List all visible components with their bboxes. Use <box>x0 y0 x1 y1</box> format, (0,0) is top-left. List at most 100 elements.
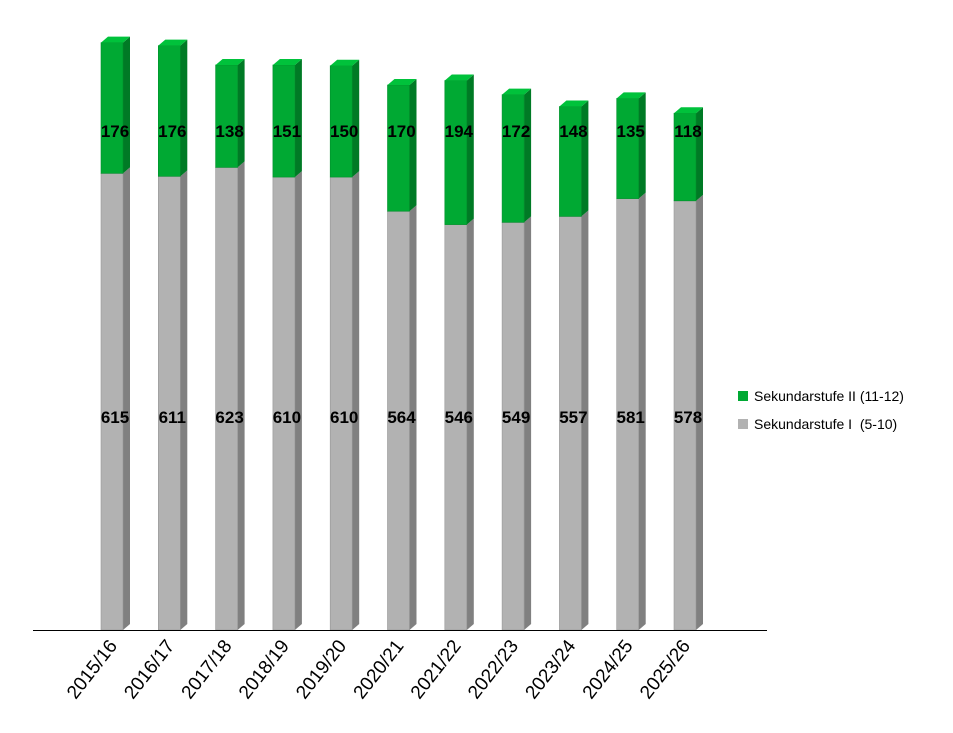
bar-stack-2021-22 <box>444 74 474 631</box>
bar-side-sek2 <box>409 79 417 212</box>
bar-stack-2020-21 <box>387 79 417 631</box>
bar-top-sek2 <box>674 107 703 114</box>
bar-side-sek1 <box>581 210 589 631</box>
bar-sek2 <box>100 42 124 174</box>
bar-top-sek2 <box>502 88 532 95</box>
data-label-sek1: 611 <box>159 408 186 427</box>
bar-sek2 <box>158 45 181 177</box>
bar-sek1 <box>215 167 238 631</box>
bar-top-sek2 <box>158 39 188 46</box>
value-labels-layer: 615 176 611 176 623 138 610 151 610 150 564 170 546 1… <box>101 122 702 427</box>
x-tick-label: 2018/19 <box>235 636 294 703</box>
bar-top-sek2 <box>616 92 646 99</box>
bar-top-sek2 <box>444 74 474 81</box>
bar-sek1 <box>158 176 181 631</box>
bar-side-sek1 <box>123 167 130 631</box>
x-tick-label: 2023/24 <box>522 636 581 703</box>
x-tick-labels-layer: 2015/162016/172017/182018/192019/202020/… <box>63 636 695 703</box>
legend-swatch <box>738 419 748 429</box>
bar-stack-2025-26 <box>673 107 703 631</box>
bar-sek2 <box>387 84 410 212</box>
data-label-sek1: 549 <box>502 408 530 427</box>
data-label-sek1: 578 <box>674 408 702 427</box>
bar-top-sek2 <box>387 79 417 86</box>
bar-stack-2018-19 <box>272 58 302 631</box>
bar-top-sek2 <box>559 100 589 107</box>
bar-side-sek2 <box>294 58 302 178</box>
x-tick-label: 2017/18 <box>178 636 237 703</box>
bar-stack-2017-18 <box>215 58 245 631</box>
data-label-sek1: 623 <box>215 408 243 427</box>
data-label-sek2: 176 <box>158 122 186 141</box>
x-tick-label: 2025/26 <box>636 636 695 703</box>
bar-side-sek2 <box>581 100 589 217</box>
bar-stack-2015-16 <box>100 36 130 631</box>
bar-side-sek1 <box>237 161 245 631</box>
bar-side-sek2 <box>237 58 245 168</box>
data-label-sek1: 615 <box>101 408 129 427</box>
bar-stack-2016-17 <box>158 39 188 631</box>
x-tick-label: 2020/21 <box>350 636 409 703</box>
legend: Sekundarstufe II (11-12) Sekundarstufe I … <box>738 388 904 432</box>
bar-side-sek2 <box>466 74 474 225</box>
data-label-sek1: 546 <box>445 408 473 427</box>
bar-top-sek2 <box>215 58 245 65</box>
x-tick-label: 2016/17 <box>120 636 179 703</box>
bar-sek1 <box>272 176 296 631</box>
bar-side-sek1 <box>466 218 474 630</box>
data-label-sek2: 194 <box>445 122 474 141</box>
data-label-sek1: 610 <box>330 408 358 427</box>
legend-swatch <box>738 391 748 401</box>
data-label-sek2: 138 <box>215 122 243 141</box>
data-label-sek1: 581 <box>617 408 645 427</box>
bar-sek1 <box>444 224 468 631</box>
bar-side-sek2 <box>524 88 532 223</box>
data-label-sek2: 118 <box>674 122 701 141</box>
bar-stack-2022-23 <box>501 88 532 631</box>
bar-stack-2024-25 <box>616 92 646 631</box>
bar-side-sek1 <box>409 205 417 631</box>
bar-side-sek2 <box>352 59 360 178</box>
x-tick-label: 2024/25 <box>579 636 638 703</box>
data-label-sek2: 148 <box>559 122 587 141</box>
data-label-sek2: 176 <box>101 122 129 141</box>
bar-side-sek1 <box>638 192 646 631</box>
bar-sek2 <box>616 98 640 199</box>
bar-top-sek2 <box>330 59 360 66</box>
legend-label: Sekundarstufe II (11-12) <box>754 388 904 404</box>
x-tick-label: 2022/23 <box>464 636 523 703</box>
data-label-sek1: 610 <box>273 408 301 427</box>
bar-top-sek2 <box>101 36 130 43</box>
x-tick-label: 2021/22 <box>407 636 466 703</box>
bar-sek2 <box>501 94 525 223</box>
bar-top-sek2 <box>272 58 302 65</box>
bar-sek2 <box>215 64 238 168</box>
bar-stack-2019-20 <box>329 59 360 631</box>
legend-label: Sekundarstufe I (5-10) <box>754 416 897 432</box>
data-label-sek1: 557 <box>559 408 587 427</box>
bar-side-sek1 <box>294 171 302 630</box>
data-label-sek2: 170 <box>387 122 415 141</box>
x-tick-label: 2015/16 <box>63 636 122 703</box>
bar-side-sek1 <box>696 194 703 630</box>
bar-side-sek2 <box>180 39 188 177</box>
data-label-sek1: 564 <box>387 408 416 427</box>
bar-sek1 <box>329 176 353 631</box>
data-label-sek2: 172 <box>502 122 530 141</box>
bar-side-sek2 <box>123 36 130 174</box>
bar-sek1 <box>100 173 124 631</box>
bar-stack-2023-24 <box>559 100 589 631</box>
bar-side-sek2 <box>696 107 703 201</box>
data-label-sek2: 150 <box>330 122 358 141</box>
data-label-sek2: 151 <box>273 122 301 141</box>
x-tick-label: 2019/20 <box>292 636 351 703</box>
data-label-sek2: 135 <box>617 122 645 141</box>
bar-side-sek1 <box>524 216 532 630</box>
bar-side-sek1 <box>180 170 188 630</box>
bar-side-sek2 <box>638 92 646 199</box>
bar-sek2 <box>444 80 468 225</box>
bar-side-sek1 <box>352 171 360 630</box>
bars-layer <box>100 36 703 631</box>
